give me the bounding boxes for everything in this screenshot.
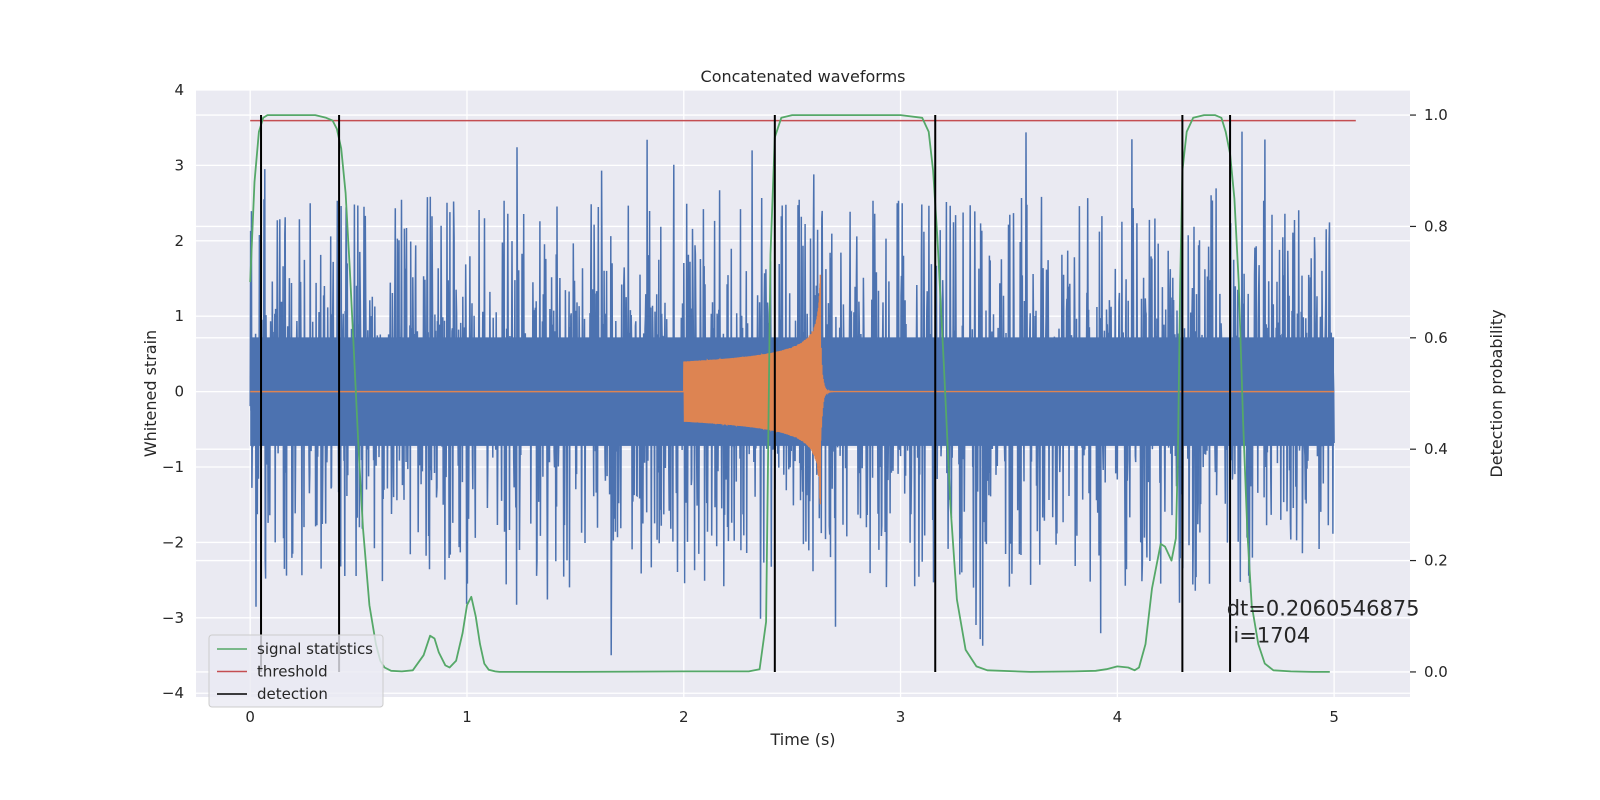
legend: signal statistics threshold detection [208,634,384,708]
series-signal-statistics [249,114,1330,673]
y2-tick-label-2: 0.4 [1424,440,1448,458]
y-tick-label-8: 4 [174,81,184,99]
y-tick-label-5: 1 [174,307,184,325]
x-tick-label-3: 3 [896,708,906,726]
y2-tick-label-1: 0.2 [1424,552,1448,570]
y-axis-label: Whitened strain [141,330,160,457]
legend-label-detection: detection [257,685,328,703]
legend-label-signal-statistics: signal statistics [257,640,373,658]
y-tick-label-7: 3 [174,156,184,174]
series-layer [249,114,1356,673]
y2-tick-label-4: 0.8 [1424,217,1448,235]
y-tick-label-3: −1 [162,458,184,476]
ticks-layer: 0 1 2 3 4 5 −4 −3 −2 −1 0 1 2 3 4 0.0 0.2 0.4 0.6 0.8 1.0 [162,81,1448,726]
annotation-dt: dt=0.2060546875 [1227,597,1420,621]
x-tick-label-1: 1 [462,708,472,726]
y2-axis-label: Detection probability [1487,309,1506,477]
y2-tick-label-5: 1.0 [1424,106,1448,124]
y-tick-label-4: 0 [174,383,184,401]
y-tick-label-1: −3 [162,609,184,627]
legend-label-threshold: threshold [257,663,328,681]
x-axis-label: Time (s) [769,730,835,749]
series-chirp [250,274,1335,505]
annotation-index: i=1704 [1227,624,1311,648]
x-tick-label-5: 5 [1329,708,1339,726]
chart-title: Concatenated waveforms [701,67,906,86]
x-tick-label-2: 2 [679,708,689,726]
y2-tick-label-3: 0.6 [1424,329,1448,347]
x-tick-label-0: 0 [245,708,255,726]
x-tick-label-4: 4 [1113,708,1123,726]
y-tick-label-0: −4 [162,684,184,702]
legend-box [208,634,384,708]
y2-tick-label-0: 0.0 [1424,663,1448,681]
y-tick-label-6: 2 [174,232,184,250]
y-tick-label-2: −2 [162,533,184,551]
